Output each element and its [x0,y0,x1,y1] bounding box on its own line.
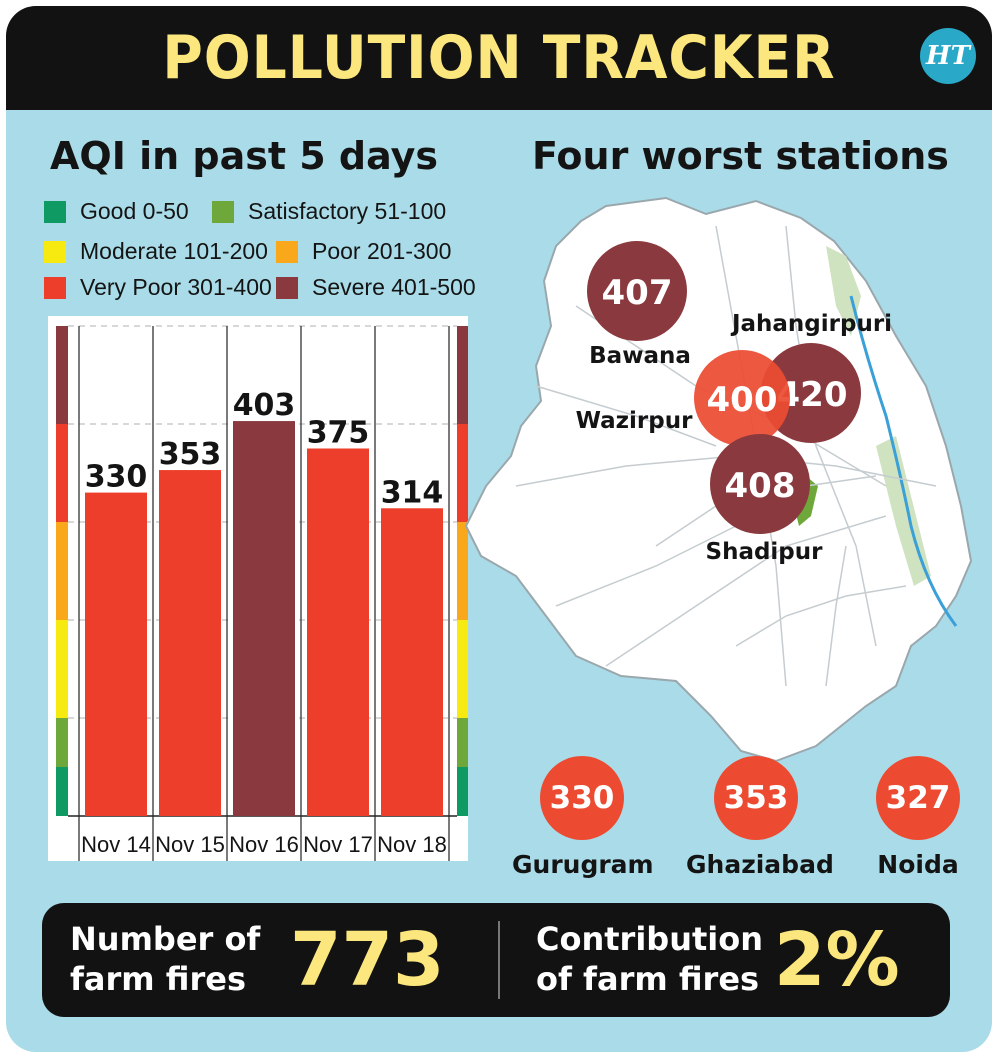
station-name-wazirpur: Wazirpur [576,408,694,434]
city-name-noida: Noida [877,850,959,879]
station-circle-wazirpur[interactable] [694,350,790,446]
farm-fires-label-line-2: farm fires [70,960,247,998]
farm-fires-contribution-value: 2% [774,917,900,1003]
aqi-scale-band-left [56,326,68,424]
aqi-scale-band-right [457,767,469,816]
legend-item-very-poor: Very Poor 301-400 [44,274,272,301]
aqi-scale-band-right [457,620,469,718]
street [535,385,717,447]
station-circle-jahangirpuri[interactable] [761,343,861,443]
farm-fires-stats-bar: Number of farm fires 773 Contribution of… [42,903,950,1017]
city-ghaziabad: 353 Ghaziabad [686,756,834,879]
contribution-label-line-1: Contribution [536,920,764,958]
aqi-scale-band-right [457,424,469,522]
infographic-frame: POLLUTION TRACKER HT AQI in past 5 days … [6,6,992,1052]
bar-nov-16 [233,421,295,816]
legend-item-moderate: Moderate 101-200 [44,238,268,265]
legend-swatch [44,240,66,263]
bar-nov-15 [159,470,221,816]
legend-swatch [44,200,66,223]
legend-item-severe: Severe 401-500 [276,274,476,301]
x-tick-label: Nov 17 [303,832,373,857]
street [555,515,757,607]
map-title: Four worst stations [532,134,949,178]
city-noida: 327 Noida [848,756,988,879]
station-name-shadipur: Shadipur [706,539,824,565]
legend-label: Very Poor 301-400 [80,274,272,300]
stats-divider [498,921,500,999]
station-value-shadipur: 408 [725,466,796,506]
city-name-gurugram: Gurugram [512,850,654,879]
station-circle-bawana[interactable] [587,241,687,341]
bar-value-label: 403 [233,388,296,423]
aqi-bar-chart-svg: 330 Nov 14 353 Nov 15 403 Nov 16 375 Nov 17 314 N… [56,325,469,861]
station-circle-shadipur[interactable] [710,434,810,534]
station-name-jahangirpuri: Jahangirpuri [730,311,892,337]
legend-label: Satisfactory 51-100 [248,198,447,224]
farm-fires-count-label: Number of farm fires [70,919,260,999]
legend-swatch [44,276,66,299]
legend-label: Moderate 101-200 [80,238,268,264]
station-name-bawana: Bawana [589,343,691,369]
aqi-scale-band-right [457,522,469,620]
legend-swatch [276,276,298,299]
delhi-map: 407 Bawana 420 Jahangirpuri 400 Wazirpur… [464,196,973,763]
street [605,515,887,667]
farm-fires-contribution-label: Contribution of farm fires [536,919,763,999]
farm-fires-label-line-1: Number of [70,920,261,958]
aqi-scale-band-right [457,326,469,424]
x-tick-label: Nov 14 [81,832,151,857]
farm-fires-count-value: 773 [290,917,445,1003]
aqi-scale-band-left [56,620,68,718]
x-tick-label: Nov 18 [377,832,447,857]
street [785,225,877,647]
ht-logo-icon: HT [920,28,976,84]
station-value-bawana: 407 [602,273,673,313]
city-gurugram: 330 Gurugram [512,756,654,879]
bar-value-label: 375 [307,416,370,451]
bar-nov-18 [381,508,443,816]
legend-swatch [276,240,298,263]
chart-title: AQI in past 5 days [50,134,438,178]
bar-value-label: 353 [159,437,222,472]
aqi-scale-band-left [56,718,68,767]
legend-item-good: Good 0-50 [44,198,189,225]
bar-nov-14 [85,492,147,816]
aqi-scale-band-right [457,718,469,767]
legend-label: Good 0-50 [80,198,189,224]
aqi-scale-band-left [56,424,68,522]
bar-value-label: 330 [85,460,148,495]
city-aqi-ghaziabad: 353 [714,756,798,840]
bar-nov-17 [307,448,369,816]
legend-label: Poor 201-300 [312,238,452,264]
x-tick-label: Nov 15 [155,832,225,857]
city-name-ghaziabad: Ghaziabad [686,850,834,879]
aqi-scale-band-left [56,522,68,620]
title-banner: POLLUTION TRACKER HT [6,6,992,110]
aqi-scale-band-left [56,767,68,816]
ridge-green-area [826,246,861,336]
legend-item-poor: Poor 201-300 [276,238,451,265]
bar-value-label: 314 [381,475,444,510]
city-aqi-gurugram: 330 [540,756,624,840]
city-aqi-noida: 327 [876,756,960,840]
x-tick-label: Nov 16 [229,832,299,857]
legend-label: Severe 401-500 [312,274,476,300]
station-value-wazirpur: 400 [707,380,778,420]
street [735,585,907,647]
street [825,545,847,687]
legend-swatch [212,200,234,223]
contribution-label-line-2: of farm fires [536,960,760,998]
legend-item-satisfactory: Satisfactory 51-100 [212,198,446,225]
aqi-bar-chart: 330 Nov 14 353 Nov 15 403 Nov 16 375 Nov 17 314 N… [48,316,469,861]
page-title: POLLUTION TRACKER [162,23,836,93]
yamuna-river [849,295,958,627]
